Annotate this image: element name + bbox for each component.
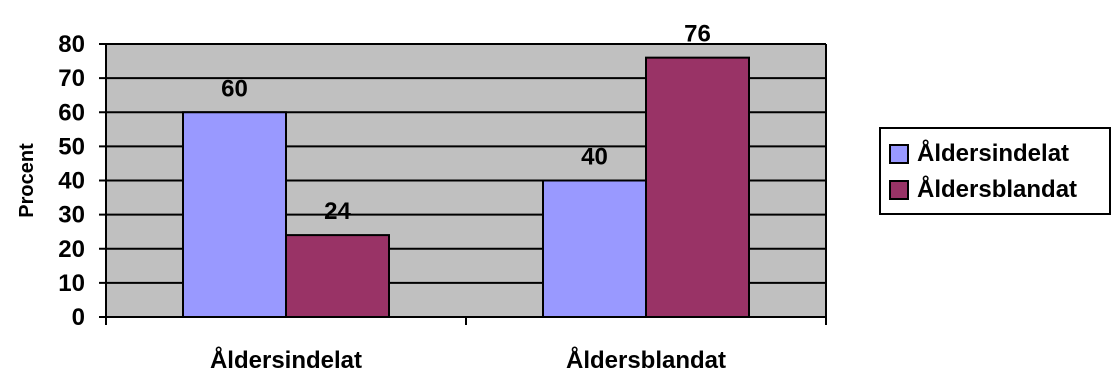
y-tick-label: 40 [58,168,85,195]
x-tick-label: Åldersindelat [210,346,362,372]
y-tick-label: 20 [58,236,85,263]
bar-1-1 [182,111,287,318]
legend-item-series-1: Åldersindelat [889,139,1069,169]
y-axis-label: Procent [16,143,38,218]
y-tick-label: 50 [58,133,85,160]
y-tick-label: 0 [72,304,85,331]
data-label-2-1: 24 [324,198,351,225]
y-tick-label: 70 [58,65,85,92]
x-tick-label: Åldersblandat [566,346,726,372]
y-tick-label: 80 [58,31,85,58]
legend-swatch-series-1 [889,144,909,164]
legend-item-series-2: Åldersblandat [889,175,1077,205]
bar-2-1 [285,234,390,319]
y-tick-label: 30 [58,202,85,229]
legend: Åldersindelat Åldersblandat [879,127,1111,215]
data-label-1-2: 40 [581,144,608,171]
data-label-2-2: 76 [684,21,711,48]
y-tick-label: 60 [58,99,85,126]
y-tick-label: 10 [58,270,85,297]
legend-swatch-series-2 [889,180,909,200]
legend-label-series-1: Åldersindelat [917,140,1070,167]
data-label-1-1: 60 [221,75,248,102]
bar-1-2 [542,179,647,318]
bar-2-2 [645,56,750,319]
legend-label-series-2: Åldersblandat [917,176,1078,203]
